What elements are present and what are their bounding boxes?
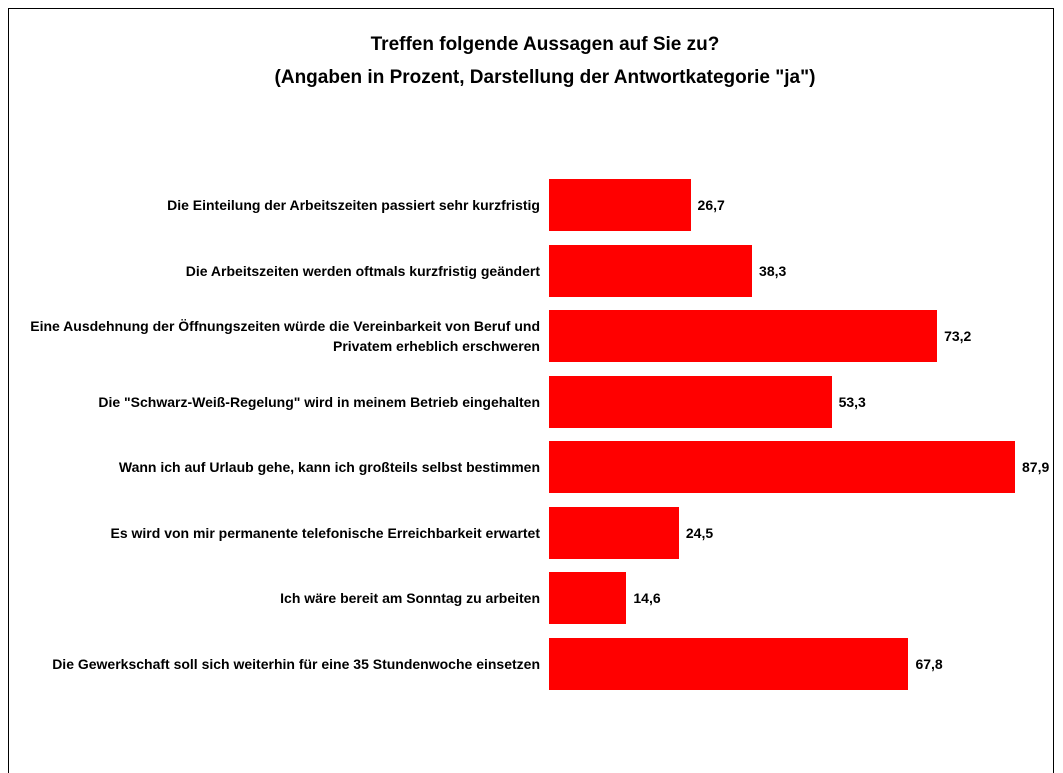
- bar: [549, 572, 627, 624]
- value-label: 73,2: [944, 328, 972, 344]
- category-label: Die Einteilung der Arbeitszeiten passier…: [167, 197, 540, 213]
- category-label: Wann ich auf Urlaub gehe, kann ich großt…: [118, 459, 540, 475]
- value-label: 24,5: [685, 524, 714, 541]
- value-label: 67,8: [915, 655, 943, 672]
- value-label: 87,9: [1022, 459, 1050, 475]
- category-label: Eine Ausdehnung der Öffnungszeiten würde…: [30, 318, 540, 354]
- value-label: 38,3: [759, 262, 787, 279]
- chart-subtitle: (Angaben in Prozent, Darstellung der Ant…: [274, 67, 816, 88]
- chart-frame: [8, 8, 1054, 773]
- bar: [549, 375, 832, 428]
- value-label: 26,7: [697, 197, 725, 213]
- bar: [549, 310, 938, 362]
- category-label: Die "Schwarz-Weiß-Regelung" wird in mein…: [98, 393, 540, 410]
- bar: [549, 506, 679, 559]
- category-label: Die Arbeitszeiten werden oftmals kurzfri…: [185, 262, 540, 279]
- chart-title: Treffen folgende Aussagen auf Sie zu?: [370, 34, 720, 55]
- value-label: 53,3: [838, 393, 866, 410]
- category-label: Ich wäre bereit am Sonntag zu arbeiten: [280, 590, 540, 606]
- category-label: Es wird von mir permanente telefonische …: [110, 524, 540, 541]
- category-label: Die Gewerkschaft soll sich weiterhin für…: [52, 655, 540, 672]
- bar: [549, 244, 753, 297]
- bar: [549, 179, 691, 231]
- bar: [549, 637, 909, 690]
- value-label: 14,6: [633, 590, 661, 606]
- bar: [549, 441, 1015, 493]
